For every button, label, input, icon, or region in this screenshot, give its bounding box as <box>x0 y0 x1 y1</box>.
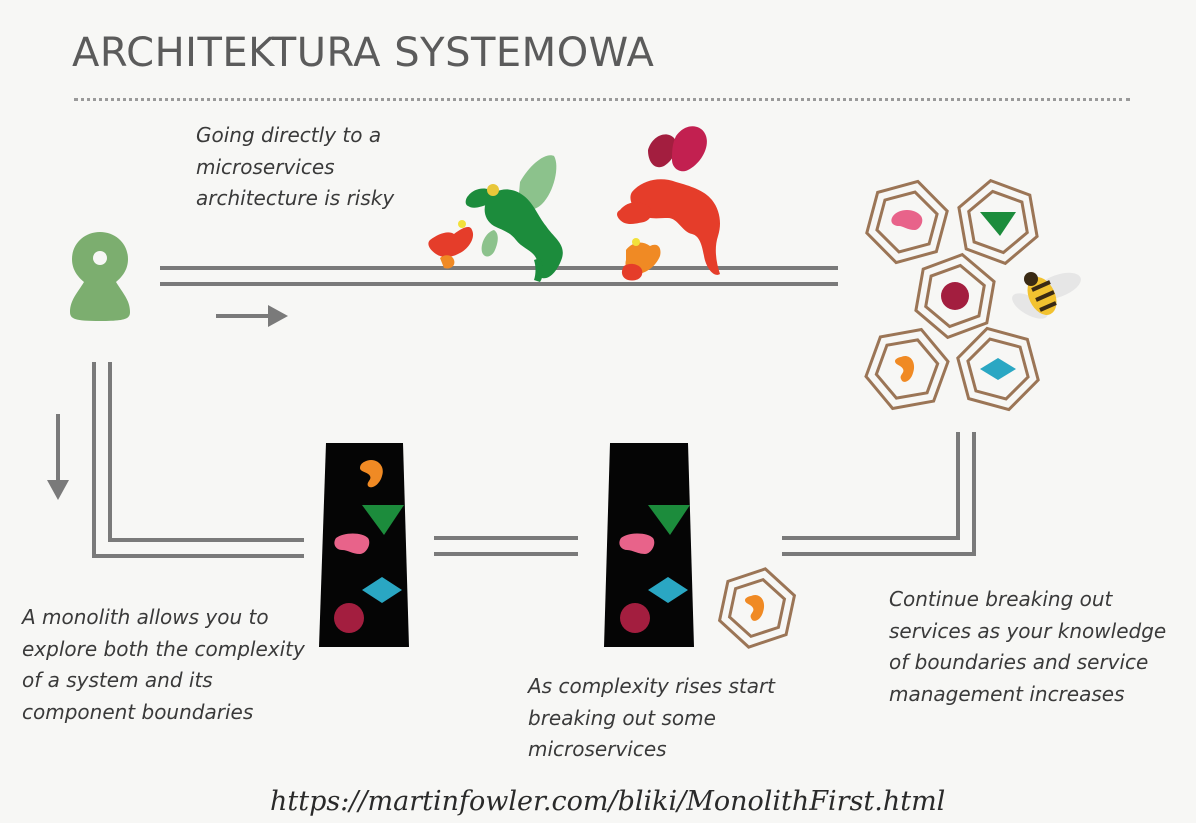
caption-microservices-risky: Going directly to a microservices archit… <box>196 123 395 210</box>
title-divider <box>74 98 1130 101</box>
monolith-block-icon <box>319 443 409 647</box>
right-track <box>782 432 976 556</box>
top-track <box>160 266 838 286</box>
middle-track <box>434 536 578 556</box>
right-arrow-icon <box>216 305 288 327</box>
player-pawn-icon <box>70 232 130 321</box>
caption-monolith-explore: A monolith allows you to explore both th… <box>22 605 305 724</box>
page-title: ARCHITEKTURA SYSTEMOWA <box>72 30 655 76</box>
monolith-block-icon <box>604 443 694 647</box>
left-track <box>92 362 304 558</box>
source-url: https://martinfowler.com/bliki/MonolithF… <box>270 786 946 817</box>
caption-continue-breaking: Continue breaking out services as your k… <box>889 587 1167 706</box>
bee-icon <box>1012 272 1081 319</box>
dragon-icon <box>617 126 720 281</box>
dragon-icon <box>428 155 563 282</box>
caption-complexity-rises: As complexity rises start breaking out s… <box>528 674 776 761</box>
service-hexagon-icon <box>717 567 797 649</box>
down-arrow-icon <box>47 414 69 500</box>
service-hexagon-icon <box>864 178 1040 412</box>
